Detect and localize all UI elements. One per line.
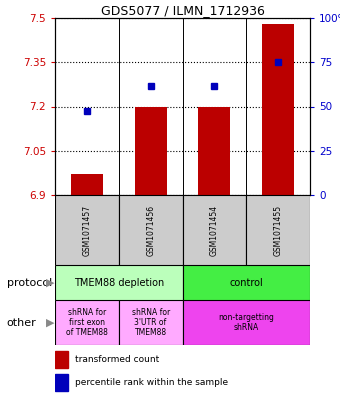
Text: ▶: ▶ [46,318,54,327]
Bar [183,300,310,345]
Text: shRNA for
first exon
of TMEM88: shRNA for first exon of TMEM88 [66,308,108,338]
Bar [246,195,310,265]
Text: non-targetting
shRNA: non-targetting shRNA [218,313,274,332]
Bar [55,300,119,345]
Text: GSM1071457: GSM1071457 [82,204,91,255]
Text: ▶: ▶ [46,277,54,288]
Text: GSM1071454: GSM1071454 [210,204,219,255]
Text: protocol: protocol [7,277,52,288]
Bar [71,174,103,195]
Text: GSM1071456: GSM1071456 [146,204,155,255]
Text: control: control [230,277,263,288]
Text: GSM1071455: GSM1071455 [274,204,283,255]
Title: GDS5077 / ILMN_1712936: GDS5077 / ILMN_1712936 [101,4,265,17]
Bar [135,107,167,195]
Bar [55,265,183,300]
Bar [199,107,230,195]
Bar [119,195,183,265]
Text: shRNA for
3'UTR of
TMEM88: shRNA for 3'UTR of TMEM88 [132,308,170,338]
Bar [119,300,183,345]
Text: other: other [7,318,36,327]
Text: TMEM88 depletion: TMEM88 depletion [74,277,164,288]
Bar [183,195,246,265]
Bar [55,351,68,368]
Bar [183,265,310,300]
Bar [55,195,119,265]
Bar [262,24,294,195]
Text: transformed count: transformed count [75,355,160,364]
Text: percentile rank within the sample: percentile rank within the sample [75,378,228,387]
Bar [55,374,68,391]
